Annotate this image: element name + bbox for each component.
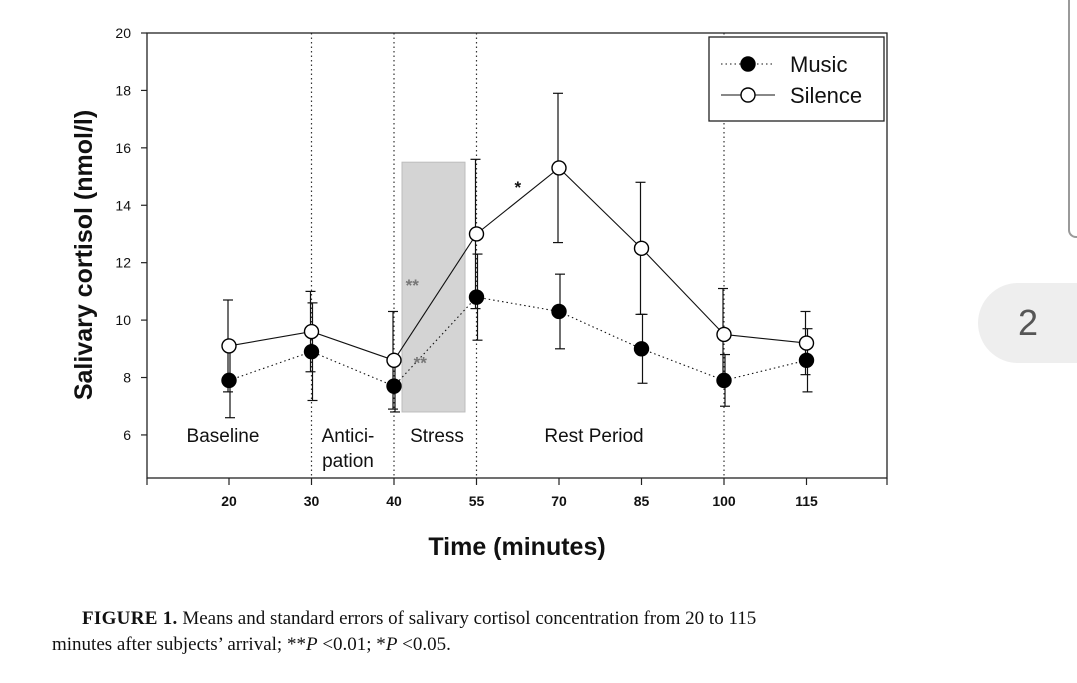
phase-label: Rest Period (544, 426, 643, 447)
y-tick-label: 12 (115, 255, 131, 271)
x-axis-title: Time (minutes) (428, 533, 605, 561)
data-point-music (468, 289, 485, 305)
y-tick-label: 8 (123, 370, 131, 386)
y-tick-label: 6 (123, 427, 131, 443)
data-point-music (716, 372, 732, 389)
scrollbar-edge[interactable] (1068, 0, 1077, 238)
plot-frame (146, 32, 888, 479)
data-point-music (551, 303, 567, 320)
legend-box (708, 36, 885, 122)
x-tick-label: 115 (795, 493, 818, 509)
phase-label: Stress (410, 426, 464, 447)
data-point-music (303, 343, 320, 360)
x-tick-label: 20 (221, 493, 237, 509)
data-point-music (798, 352, 815, 368)
data-point-music (221, 372, 237, 389)
stress-shaded-band (401, 161, 466, 413)
data-point-silence (551, 160, 567, 176)
x-tick-label: 55 (469, 493, 485, 509)
page-number-tab[interactable]: 2 (978, 283, 1077, 363)
figure-label: FIGURE 1. (82, 608, 178, 629)
caption-line2-mid: <0.01; * (317, 634, 386, 655)
x-tick-label: 30 (304, 493, 320, 509)
y-tick-label: 20 (115, 25, 131, 41)
x-tick-label: 70 (551, 493, 567, 509)
phase-label: pation (322, 451, 374, 472)
y-tick-label: 16 (115, 140, 131, 156)
data-point-silence (716, 326, 732, 343)
figure-caption: FIGURE 1. Means and standard errors of s… (52, 606, 952, 658)
caption-line1: Means and standard errors of salivary co… (182, 608, 757, 629)
series-line-silence (228, 167, 807, 361)
p-symbol: P (305, 634, 318, 655)
data-point-silence (221, 338, 237, 354)
data-point-silence (386, 352, 402, 368)
data-point-silence (633, 240, 650, 257)
legend-marker-silence (740, 87, 756, 103)
page-number: 2 (1017, 302, 1039, 343)
x-tick-label: 85 (634, 493, 650, 509)
x-tick-label: 40 (386, 493, 402, 509)
significance-marker: ** (414, 353, 428, 372)
significance-marker: * (514, 178, 521, 197)
phase-label: Antici- (322, 426, 375, 447)
phase-label: Baseline (187, 426, 260, 447)
y-axis-title: Salivary cortisol (nmol/l) (70, 110, 98, 400)
data-point-silence (468, 226, 485, 242)
p-symbol: P (385, 634, 398, 655)
series-line-music (228, 296, 807, 387)
y-tick-label: 10 (115, 312, 131, 328)
significance-marker: ** (406, 276, 420, 295)
data-point-music (633, 341, 650, 357)
caption-line2-start: minutes after subjects’ arrival; ** (52, 634, 306, 655)
x-tick-label: 100 (712, 493, 736, 509)
data-point-silence (798, 335, 815, 351)
y-tick-label: 14 (115, 197, 131, 213)
data-point-music (386, 378, 402, 394)
y-tick-label: 18 (115, 82, 131, 98)
data-point-silence (303, 323, 320, 340)
legend-label-silence: Silence (790, 83, 862, 108)
caption-line2-end: <0.05. (397, 634, 451, 655)
legend-marker-music (740, 56, 756, 72)
legend-label-music: Music (790, 52, 847, 77)
